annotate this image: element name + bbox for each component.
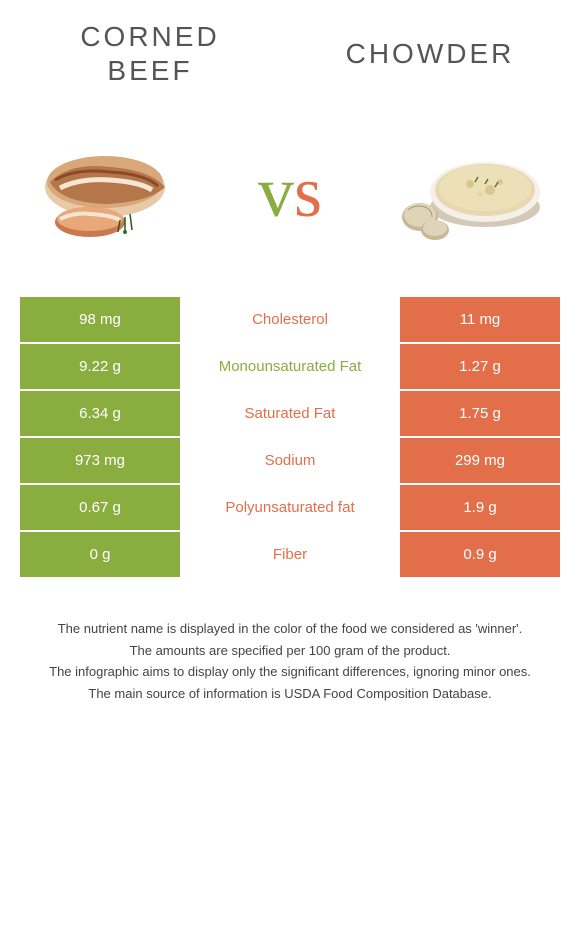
left-value: 0.67 g bbox=[20, 485, 180, 530]
left-value: 0 g bbox=[20, 532, 180, 577]
table-row: 6.34 gSaturated Fat1.75 g bbox=[20, 391, 560, 438]
chowder-image bbox=[390, 127, 550, 257]
right-value: 11 mg bbox=[400, 297, 560, 342]
corned-beef-image bbox=[30, 127, 190, 257]
table-row: 0 gFiber0.9 g bbox=[20, 532, 560, 579]
footer-notes: The nutrient name is displayed in the co… bbox=[0, 579, 580, 725]
vs-label: vs bbox=[258, 151, 322, 234]
vs-s: s bbox=[294, 152, 322, 232]
right-value: 0.9 g bbox=[400, 532, 560, 577]
right-value: 1.9 g bbox=[400, 485, 560, 530]
left-value: 9.22 g bbox=[20, 344, 180, 389]
footer-line-2: The amounts are specified per 100 gram o… bbox=[20, 641, 560, 661]
nutrient-label: Saturated Fat bbox=[180, 391, 400, 436]
table-row: 973 mgSodium299 mg bbox=[20, 438, 560, 485]
left-value: 973 mg bbox=[20, 438, 180, 483]
right-food-title: CHOWDER bbox=[330, 37, 530, 71]
nutrient-label: Monounsaturated Fat bbox=[180, 344, 400, 389]
table-row: 0.67 gPolyunsaturated fat1.9 g bbox=[20, 485, 560, 532]
right-value: 1.27 g bbox=[400, 344, 560, 389]
left-food-title: CORNED BEEF bbox=[50, 20, 250, 87]
images-row: vs bbox=[0, 97, 580, 297]
nutrient-label: Cholesterol bbox=[180, 297, 400, 342]
table-row: 98 mgCholesterol11 mg bbox=[20, 297, 560, 344]
comparison-table: 98 mgCholesterol11 mg9.22 gMonounsaturat… bbox=[20, 297, 560, 579]
right-value: 1.75 g bbox=[400, 391, 560, 436]
footer-line-1: The nutrient name is displayed in the co… bbox=[20, 619, 560, 639]
nutrient-label: Fiber bbox=[180, 532, 400, 577]
right-value: 299 mg bbox=[400, 438, 560, 483]
footer-line-4: The main source of information is USDA F… bbox=[20, 684, 560, 704]
vs-v: v bbox=[258, 152, 294, 232]
nutrient-label: Polyunsaturated fat bbox=[180, 485, 400, 530]
table-row: 9.22 gMonounsaturated Fat1.27 g bbox=[20, 344, 560, 391]
left-value: 6.34 g bbox=[20, 391, 180, 436]
footer-line-3: The infographic aims to display only the… bbox=[20, 662, 560, 682]
header: CORNED BEEF CHOWDER bbox=[0, 0, 580, 97]
nutrient-label: Sodium bbox=[180, 438, 400, 483]
left-value: 98 mg bbox=[20, 297, 180, 342]
